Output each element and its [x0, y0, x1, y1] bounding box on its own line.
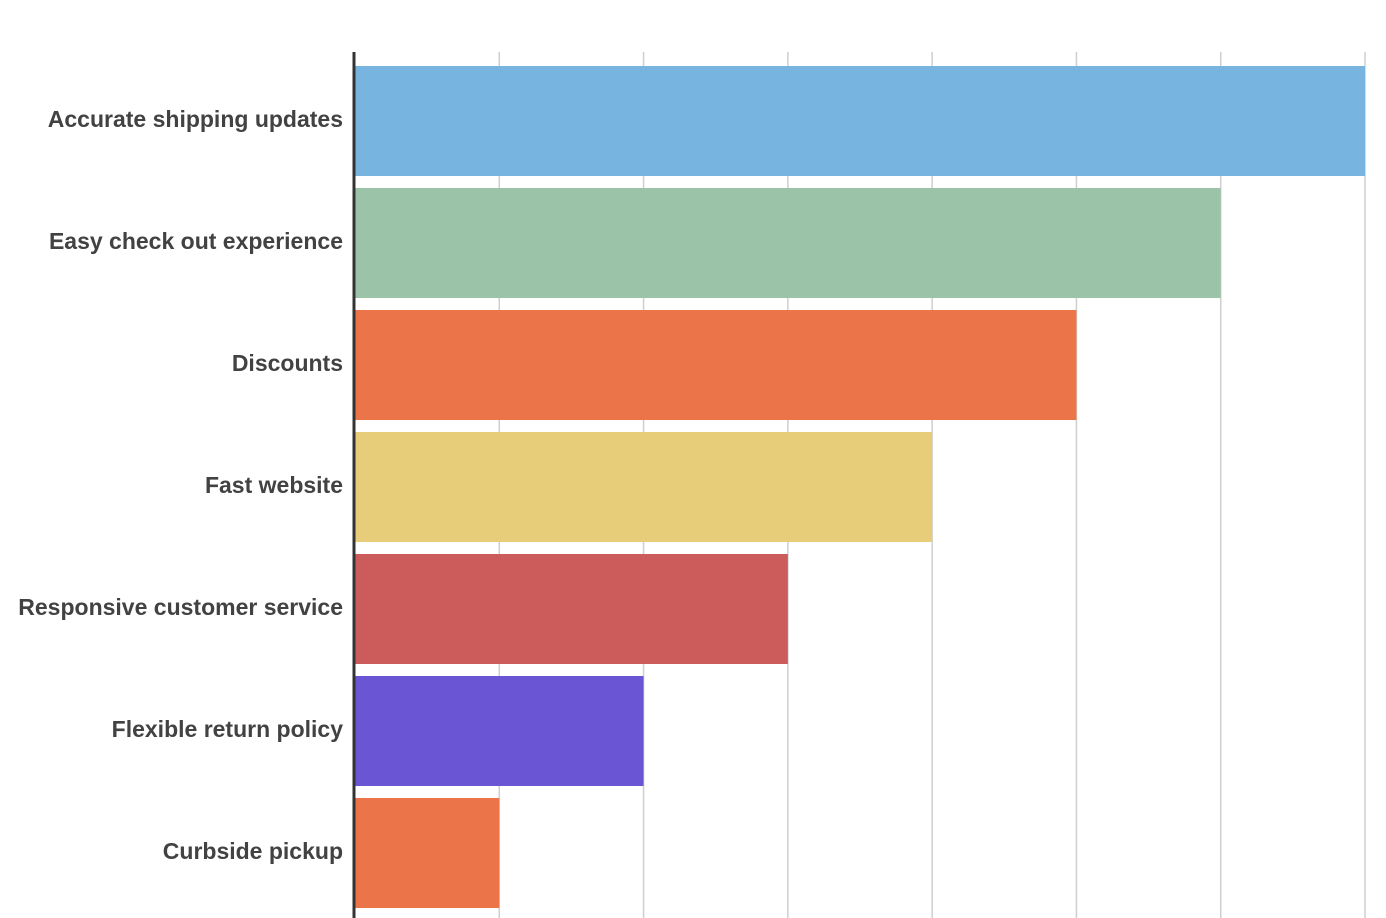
category-label-easy-check-out-experience: Easy check out experience: [49, 228, 343, 254]
category-label-accurate-shipping-updates: Accurate shipping updates: [48, 106, 343, 132]
bar-accurate-shipping-updates: [355, 66, 1365, 176]
category-label-fast-website: Fast website: [205, 472, 343, 498]
category-label-responsive-customer-service: Responsive customer service: [18, 594, 343, 620]
bar-curbside-pickup: [355, 798, 500, 908]
bar-discounts: [355, 310, 1077, 420]
category-label-flexible-return-policy: Flexible return policy: [112, 716, 344, 742]
bar-fast-website: [355, 432, 933, 542]
category-label-discounts: Discounts: [232, 350, 343, 376]
category-labels-layer: Accurate shipping updates Easy check out …: [18, 106, 343, 864]
category-label-curbside-pickup: Curbside pickup: [163, 838, 343, 864]
bar-flexible-return-policy: [355, 676, 644, 786]
bars-layer: [355, 66, 1365, 908]
bar-responsive-customer-service: [355, 554, 788, 664]
bar-easy-check-out-experience: [355, 188, 1221, 298]
